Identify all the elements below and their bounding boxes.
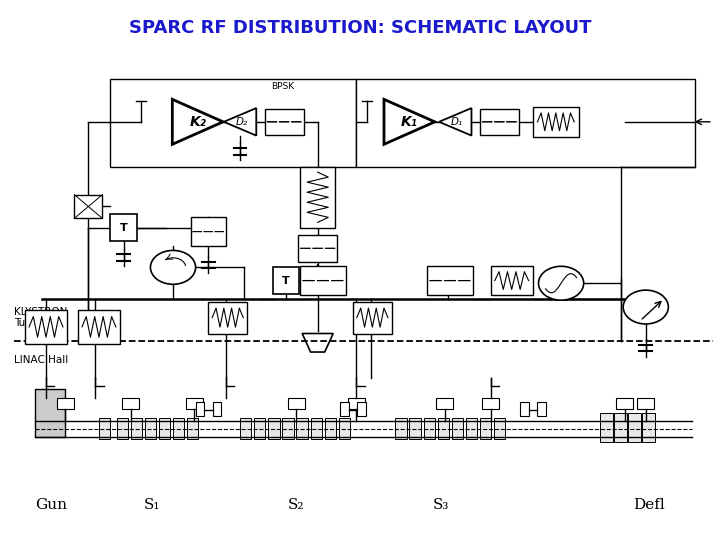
Bar	[300, 167, 336, 228]
Bar	[196, 402, 204, 416]
Bar	[57, 397, 73, 409]
Text: T: T	[282, 275, 289, 286]
Bar	[436, 397, 453, 409]
Text: LINAC Hall: LINAC Hall	[14, 355, 68, 365]
Bar	[339, 418, 350, 440]
Bar	[130, 418, 142, 440]
Bar	[341, 402, 348, 416]
Bar	[122, 397, 139, 409]
Text: S₁: S₁	[143, 498, 160, 512]
Text: K₂: K₂	[189, 115, 206, 129]
Text: K₁: K₁	[401, 115, 418, 129]
Bar	[427, 266, 473, 295]
Bar	[490, 266, 533, 295]
Bar	[240, 418, 251, 440]
Bar	[423, 418, 435, 440]
Text: BPSK: BPSK	[271, 82, 294, 91]
Bar	[600, 413, 613, 442]
Circle shape	[624, 290, 668, 324]
Bar	[533, 107, 579, 137]
Bar	[35, 389, 65, 437]
Bar	[357, 402, 366, 416]
Bar	[348, 397, 365, 409]
Bar	[480, 109, 518, 134]
Bar	[288, 397, 305, 409]
Bar	[282, 418, 294, 440]
Bar	[24, 309, 67, 344]
Bar	[78, 309, 120, 344]
Bar	[110, 214, 137, 241]
Bar	[74, 194, 102, 218]
Bar	[614, 413, 626, 442]
Text: T: T	[120, 222, 127, 233]
Text: D₂: D₂	[235, 117, 248, 127]
Bar	[272, 267, 300, 294]
Bar	[520, 402, 528, 416]
Bar	[637, 397, 654, 409]
Bar	[191, 217, 226, 246]
Bar	[187, 418, 199, 440]
Bar	[208, 302, 247, 334]
Circle shape	[150, 251, 196, 284]
Bar	[451, 418, 463, 440]
Bar	[99, 418, 110, 440]
Bar	[254, 418, 266, 440]
Bar	[109, 79, 356, 167]
Bar	[410, 418, 420, 440]
Bar	[186, 397, 202, 409]
Bar	[642, 413, 655, 442]
Text: Gun: Gun	[35, 498, 67, 512]
Bar	[353, 302, 392, 334]
Bar	[173, 418, 184, 440]
Bar	[466, 418, 477, 440]
Bar	[494, 418, 505, 440]
Bar	[212, 402, 221, 416]
Bar	[616, 397, 633, 409]
Text: Defl: Defl	[634, 498, 665, 512]
Bar	[480, 418, 491, 440]
Bar	[325, 418, 336, 440]
Bar	[159, 418, 170, 440]
Bar	[117, 418, 128, 440]
Bar	[356, 79, 695, 167]
Circle shape	[539, 266, 584, 300]
Bar	[297, 418, 307, 440]
Text: SPARC RF DISTRIBUTION: SCHEMATIC LAYOUT: SPARC RF DISTRIBUTION: SCHEMATIC LAYOUT	[129, 18, 591, 37]
Bar	[438, 418, 449, 440]
Bar	[537, 402, 546, 416]
Bar	[269, 418, 279, 440]
Bar	[310, 418, 322, 440]
Bar	[298, 234, 338, 262]
Bar	[628, 413, 641, 442]
Text: S₂: S₂	[288, 498, 305, 512]
Text: S₃: S₃	[433, 498, 449, 512]
Text: KLYSTRON
Tunnel: KLYSTRON Tunnel	[14, 307, 68, 328]
Bar	[265, 109, 304, 134]
Bar	[482, 397, 499, 409]
Bar	[300, 266, 346, 295]
Text: D₁: D₁	[451, 117, 463, 127]
Bar	[395, 418, 407, 440]
Bar	[145, 418, 156, 440]
